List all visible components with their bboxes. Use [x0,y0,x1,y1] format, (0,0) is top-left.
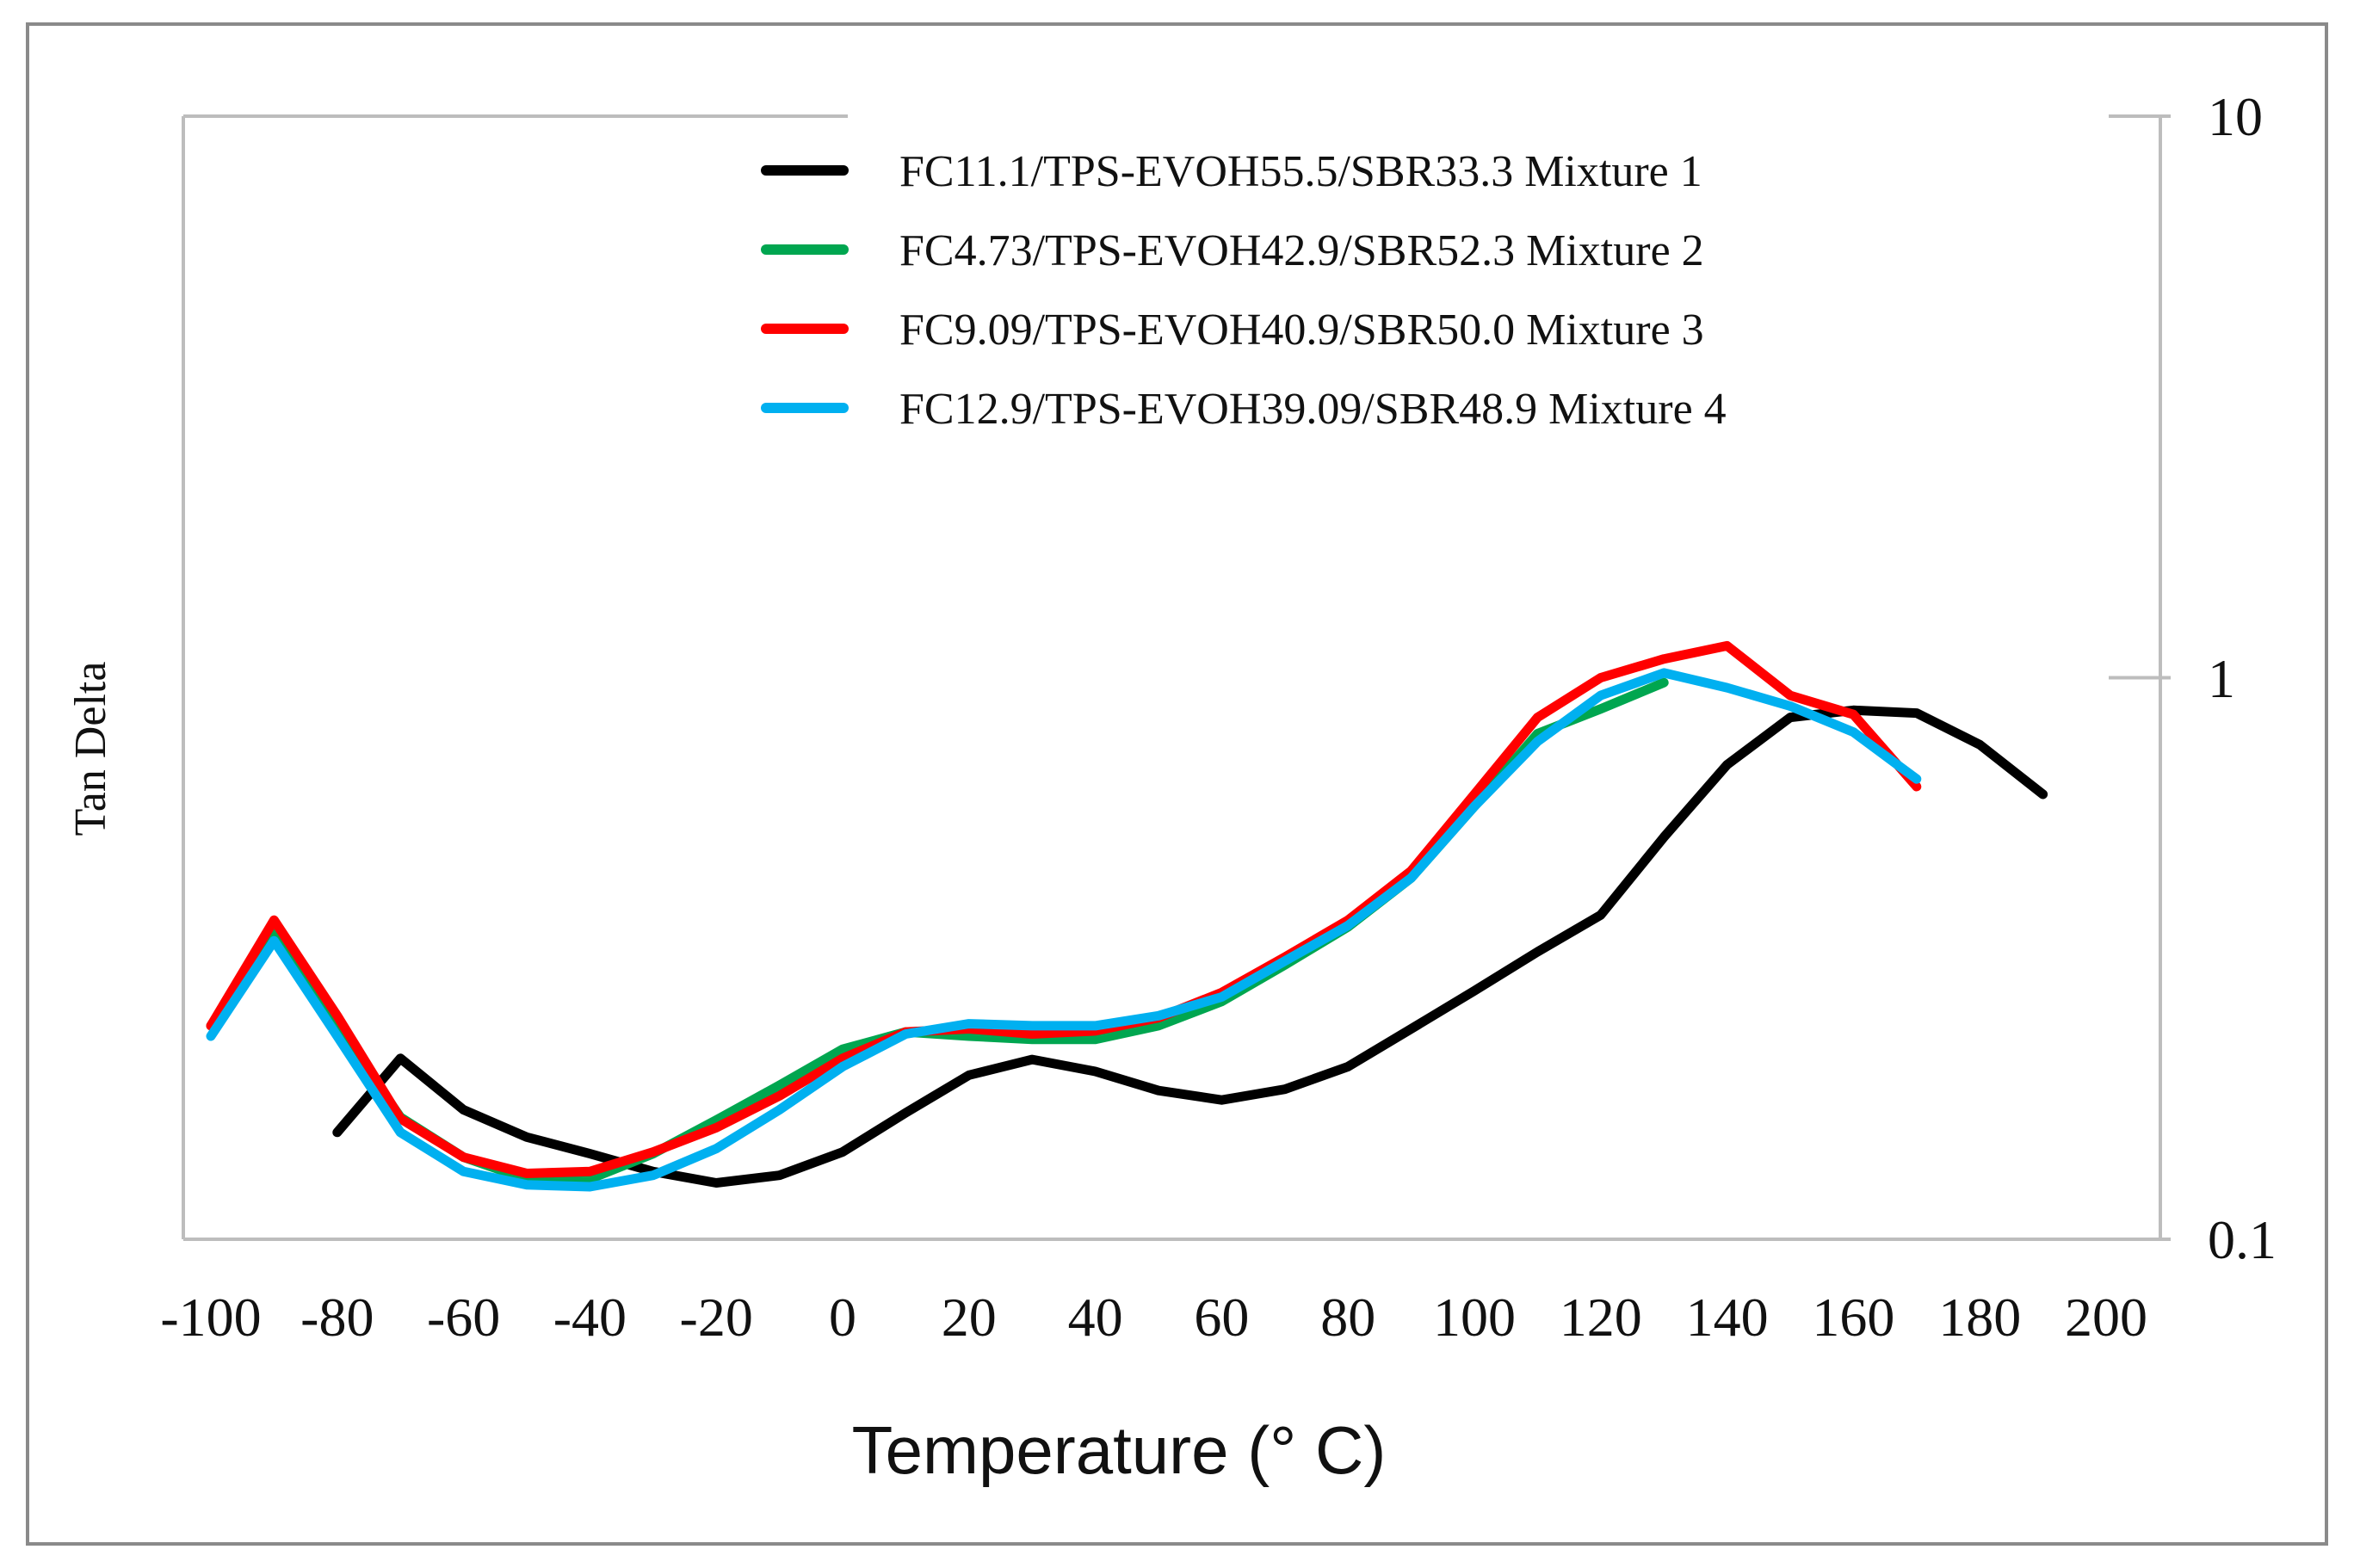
series-line-mixture-2 [206,677,1669,1184]
series-line-mixture-4 [206,668,1922,1192]
x-tick-label: 160 [1812,1287,1894,1348]
series-lines [206,640,2048,1192]
x-tick-label: 40 [1068,1287,1123,1348]
x-tick-labels: -100 -80 -60 -40 -20 0 20 40 60 80 100 120 140 160 180… [160,1287,2147,1348]
x-tick-label: 180 [1938,1287,2021,1348]
y-tick-label-10: 10 [2208,86,2263,147]
series-line-mixture-3 [206,640,1922,1178]
figure-frame [26,22,2328,1546]
x-tick-label: 0 [829,1287,856,1348]
x-tick-label: -40 [553,1287,627,1348]
x-tick-label: -100 [160,1287,261,1348]
x-tick-label: -20 [680,1287,753,1348]
legend-label-mixture-1: FC11.1/TPS-EVOH55.5/SBR33.3 Mixture 1 [899,147,1702,196]
x-tick-label: 100 [1433,1287,1516,1348]
x-axis-title: Temperature (° C) [852,1412,1387,1488]
x-tick-label: 20 [942,1287,997,1348]
y-axis-title: Tan Delta [66,662,115,836]
y-tick-label-1: 1 [2208,648,2235,709]
legend: FC11.1/TPS-EVOH55.5/SBR33.3 Mixture 1 FC4… [761,147,1727,434]
x-tick-label: 120 [1560,1287,1642,1348]
x-tick-label: 200 [2065,1287,2147,1348]
x-tick-label: 140 [1686,1287,1769,1348]
y-tick-label-0.1: 0.1 [2208,1209,2277,1270]
x-tick-label: -80 [300,1287,374,1348]
legend-label-mixture-2: FC4.73/TPS-EVOH42.9/SBR52.3 Mixture 2 [899,226,1704,275]
x-tick-label: 60 [1194,1287,1249,1348]
legend-label-mixture-4: FC12.9/TPS-EVOH39.09/SBR48.9 Mixture 4 [899,385,1727,434]
legend-label-mixture-3: FC9.09/TPS-EVOH40.9/SBR50.0 Mixture 3 [899,306,1704,355]
x-tick-label: -60 [427,1287,500,1348]
series-line-mixture-1 [332,705,2048,1188]
x-tick-label: 80 [1320,1287,1375,1348]
